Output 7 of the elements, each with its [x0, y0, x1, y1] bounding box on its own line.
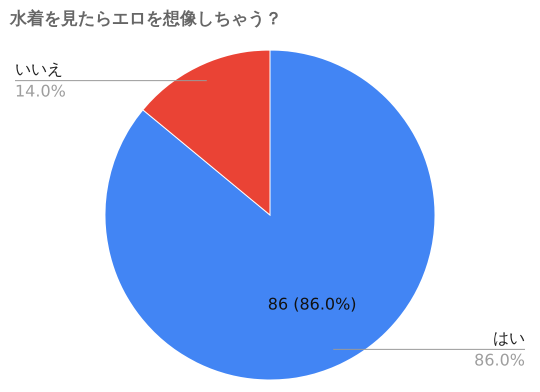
text: 86.0%: [474, 350, 525, 370]
slice-label: いいえ: [15, 60, 63, 79]
chart-title: 水着を見たらエロを想像しちゃう？: [9, 9, 282, 29]
text: 14.0%: [15, 82, 66, 101]
slice-label: はい: [493, 328, 525, 348]
data-label: 86 (86.0%): [268, 294, 357, 314]
pie-slice: [104, 50, 436, 380]
